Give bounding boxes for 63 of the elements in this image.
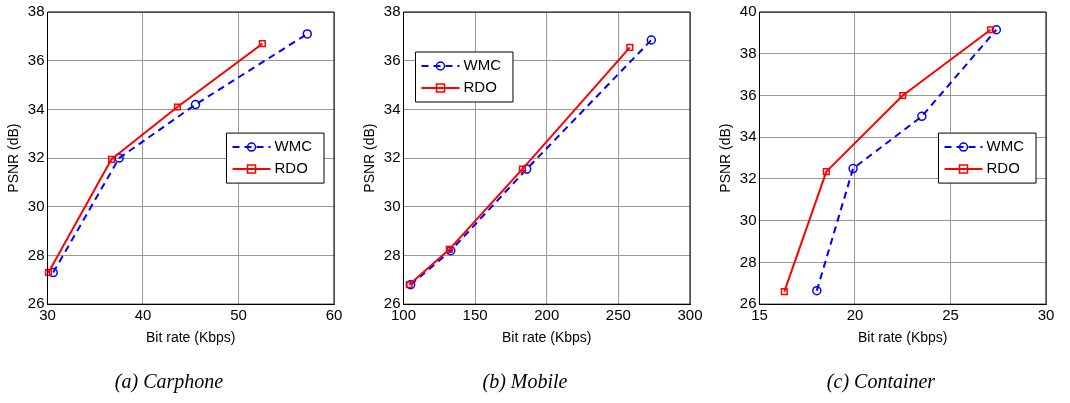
- y-tick-label: 36: [383, 50, 401, 68]
- legend-label: RDO: [274, 159, 308, 177]
- y-tick-label: 34: [739, 127, 757, 145]
- point: [987, 26, 995, 34]
- point: [44, 268, 53, 277]
- y-tick-label: 38: [27, 2, 45, 20]
- point: [107, 155, 116, 163]
- point: [302, 29, 313, 39]
- point: [899, 91, 907, 100]
- y-axis-title: PSNR (dB): [717, 123, 734, 193]
- y-tick-label: 28: [27, 245, 45, 263]
- point: [917, 111, 927, 122]
- x-tick-label: 200: [534, 306, 560, 324]
- y-tick-label: 34: [383, 99, 401, 117]
- point: [626, 43, 634, 51]
- point: [812, 285, 822, 296]
- point: [646, 35, 657, 45]
- x-axis-title: Bit rate (Kbps): [502, 329, 592, 346]
- x-tick-label: 40: [134, 306, 152, 324]
- point: [991, 24, 1002, 35]
- point: [822, 168, 830, 176]
- x-tick-label: 60: [325, 306, 343, 324]
- point: [848, 163, 858, 174]
- y-axis-title: PSNR (dB): [5, 123, 22, 193]
- point: [518, 165, 526, 173]
- x-tick-label: 25: [942, 306, 959, 324]
- y-axis-title: PSNR (dB): [361, 123, 378, 193]
- y-tick-label: 32: [383, 148, 401, 166]
- text: (a) Carphone: [114, 370, 224, 394]
- legend-label: RDO: [986, 159, 1020, 177]
- y-tick-label: 36: [739, 85, 757, 103]
- x-tick-label: 250: [605, 306, 631, 324]
- point: [258, 40, 266, 48]
- x-tick-label: 150: [462, 306, 488, 324]
- point: [173, 103, 181, 111]
- point: [48, 267, 58, 278]
- legend-label: RDO: [463, 78, 497, 96]
- y-tick-label: 30: [27, 196, 45, 214]
- text: (c) Container: [826, 370, 936, 394]
- y-tick-label: 40: [739, 2, 757, 20]
- point: [780, 288, 788, 296]
- point: [190, 99, 201, 110]
- point: [114, 153, 124, 163]
- y-tick-label: 38: [383, 2, 401, 20]
- y-tick-label: 34: [27, 99, 45, 117]
- y-tick-label: 28: [739, 252, 757, 270]
- y-tick-label: 36: [27, 50, 45, 68]
- y-tick-label: 28: [383, 245, 401, 263]
- y-tick-label: 32: [27, 148, 45, 166]
- y-tick-label: 30: [739, 210, 757, 228]
- x-tick-label: 300: [677, 306, 703, 324]
- x-tick-label: 30: [1037, 306, 1055, 324]
- legend-label: WMC: [274, 137, 313, 155]
- x-tick-label: 20: [846, 306, 864, 324]
- x-axis-title: Bit rate (Kbps): [858, 329, 948, 346]
- legend-label: WMC: [986, 137, 1025, 155]
- y-tick-label: 38: [739, 43, 757, 61]
- text: (b) Mobile: [482, 370, 568, 394]
- legend-label: WMC: [463, 56, 502, 74]
- y-tick-label: 32: [739, 169, 757, 187]
- x-axis-title: Bit rate (Kbps): [146, 329, 236, 346]
- x-tick-label: 50: [230, 306, 247, 324]
- y-tick-label: 30: [383, 196, 401, 214]
